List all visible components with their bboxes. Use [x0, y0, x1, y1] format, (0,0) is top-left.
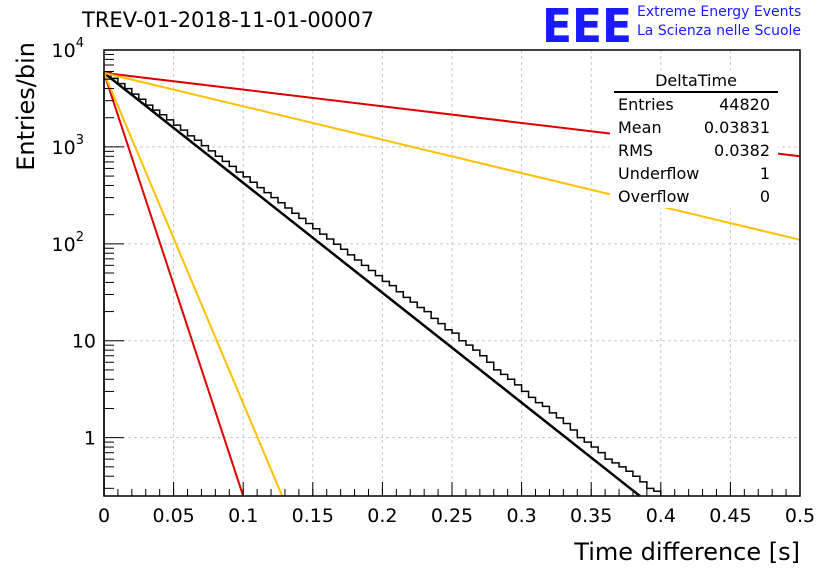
histogram-steps [103, 72, 662, 496]
logo-text: Extreme Energy Events La Scienza nelle S… [637, 3, 801, 41]
axis-ticks [103, 49, 801, 496]
stats-value: 0 [759, 187, 770, 206]
stats-row-underflow: Underflow 1 [610, 162, 778, 185]
x-tick-label: 0.4 [646, 505, 676, 527]
y-tick-label: 103 [52, 133, 84, 159]
chart-title: TREV-01-2018-11-01-00007 [82, 8, 375, 32]
stats-value: 0.03831 [703, 118, 770, 137]
x-tick-label: 0 [98, 505, 110, 527]
y-tick-label: 102 [52, 230, 84, 256]
x-tick-label: 0.2 [367, 505, 397, 527]
x-tick-label: 0.3 [506, 505, 536, 527]
stats-box: DeltaTime Entries 44820 Mean 0.03831 RMS 0.… [610, 70, 778, 208]
stats-label: Overflow [618, 187, 690, 206]
x-tick-label: 0.35 [570, 505, 612, 527]
stats-label: RMS [618, 141, 654, 160]
stats-label: Entries [618, 95, 674, 114]
curve-band-upper [103, 71, 801, 241]
stats-row-entries: Entries 44820 [610, 93, 778, 116]
stats-value: 0.0382 [714, 141, 770, 160]
stats-label: Mean [618, 118, 662, 137]
curve-band-lower [103, 72, 245, 497]
y-axis-label: Entries/bin [12, 42, 40, 171]
stats-value: 1 [759, 164, 770, 183]
stats-value: 44820 [719, 95, 770, 114]
histogram [103, 72, 662, 496]
curve-band-lower [103, 72, 284, 497]
curve-fit [103, 71, 641, 497]
y-tick-labels: 1 10 102 103 104 [52, 36, 96, 450]
x-tick-label: 0.25 [431, 505, 473, 527]
y-tick-label: 104 [52, 36, 84, 62]
stats-row-overflow: Overflow 0 [610, 185, 778, 208]
x-tick-label: 0.45 [709, 505, 751, 527]
x-tick-label: 0.5 [785, 505, 815, 527]
x-tick-label: 0.15 [292, 505, 334, 527]
x-axis-label: Time difference [s] [573, 538, 800, 566]
logo-line-2: La Scienza nelle Scuole [637, 23, 802, 39]
stats-row-mean: Mean 0.03831 [610, 116, 778, 139]
stats-label: Underflow [618, 164, 700, 183]
logo-letters: EEE [542, 2, 632, 46]
x-tick-labels: 0 0.05 0.1 0.15 0.2 0.25 0.3 0.35 0.4 0.45 0.5 [98, 505, 815, 527]
eee-logo-icon: EEE [542, 2, 632, 46]
x-tick-label: 0.05 [152, 505, 194, 527]
y-tick-label: 10 [72, 331, 96, 353]
logo-line-1: Extreme Energy Events [637, 4, 802, 20]
y-tick-label: 1 [84, 428, 96, 450]
stats-row-rms: RMS 0.0382 [610, 139, 778, 162]
x-tick-label: 0.1 [228, 505, 258, 527]
stats-box-title: DeltaTime [614, 70, 778, 93]
